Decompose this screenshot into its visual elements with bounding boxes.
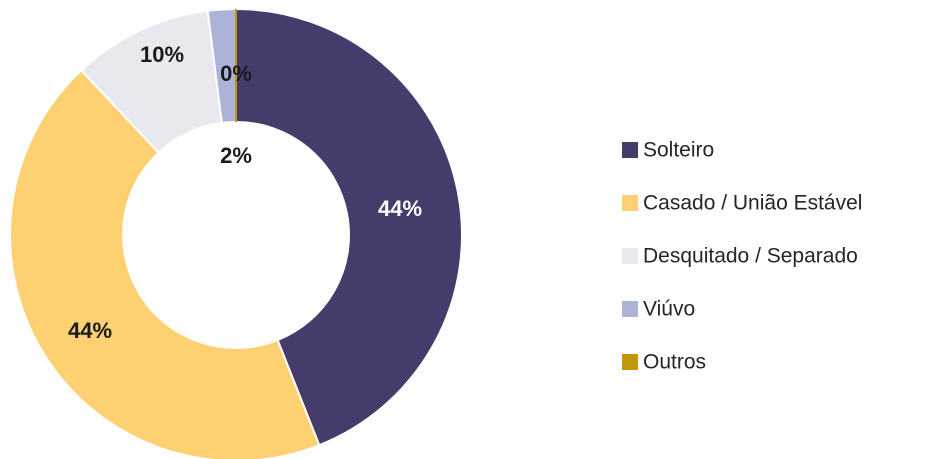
legend-swatch xyxy=(622,142,638,158)
legend-swatch xyxy=(622,248,638,264)
data-label: 44% xyxy=(68,318,112,343)
slice xyxy=(9,68,321,459)
legend-label: Viúvo xyxy=(643,298,695,321)
legend-label: Casado / União Estável xyxy=(643,192,862,215)
legend-label: Solteiro xyxy=(643,139,714,162)
data-label: 0% xyxy=(220,61,252,86)
data-label: 44% xyxy=(378,196,422,221)
data-label: 2% xyxy=(220,143,252,168)
legend-label: Desquitado / Separado xyxy=(643,245,858,268)
legend-swatch xyxy=(622,354,638,370)
legend-label: Outros xyxy=(643,351,706,374)
data-label: 10% xyxy=(140,42,184,67)
legend-swatch xyxy=(622,301,638,317)
legend-swatch xyxy=(622,195,638,211)
slice xyxy=(235,7,463,447)
